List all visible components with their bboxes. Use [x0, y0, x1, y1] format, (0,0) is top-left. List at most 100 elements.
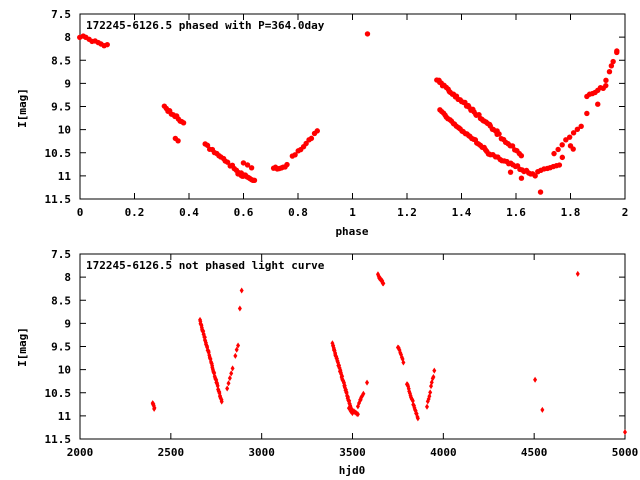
y-tick-label: 10.5: [45, 387, 72, 400]
y-tick-label: 8: [64, 31, 71, 44]
x-tick-label: 1: [349, 206, 356, 219]
data-point: [180, 120, 187, 126]
data-point: [623, 429, 627, 436]
x-tick-label: 0.8: [288, 206, 308, 219]
data-point: [219, 398, 224, 405]
data-points: [150, 270, 627, 436]
y-tick-label: 8.5: [51, 54, 71, 67]
data-point: [610, 58, 616, 65]
data-point: [230, 365, 235, 372]
data-point: [292, 152, 298, 158]
data-point: [361, 390, 366, 397]
y-tick-label: 10.5: [45, 147, 72, 160]
data-point: [574, 126, 581, 133]
x-tick-label: 1.2: [397, 206, 417, 219]
data-point: [237, 305, 242, 312]
data-points: [77, 31, 620, 195]
data-point: [365, 379, 370, 386]
y-axis-label: I[mag]: [16, 88, 29, 128]
y-tick-label: 11.5: [45, 193, 72, 206]
data-point: [608, 63, 615, 69]
data-point: [152, 404, 157, 411]
data-point: [424, 403, 429, 410]
data-point: [248, 165, 255, 171]
x-tick-label: 3500: [339, 446, 366, 459]
x-tick-label: 1.4: [452, 206, 472, 219]
unphased-light-curve-panel: 172245-6126.5 not phased light curve hjd…: [16, 248, 638, 477]
data-point: [226, 380, 231, 387]
data-point: [537, 189, 544, 195]
data-point: [415, 415, 420, 422]
data-point: [509, 143, 516, 149]
data-point: [555, 146, 561, 153]
y-tick-label: 11.5: [45, 433, 72, 446]
data-point: [603, 77, 609, 84]
x-tick-label: 5000: [612, 446, 639, 459]
data-point: [381, 280, 386, 287]
axis-ticks: 2000 2500 3000 3500 4000 4500 5000 7.5 8 8.5 9 9.5 1…: [45, 248, 639, 459]
x-tick-label: 0.4: [179, 206, 199, 219]
data-point: [575, 270, 580, 277]
data-point: [570, 146, 576, 152]
chart-title: 172245-6126.5 phased with P=364.0day: [86, 19, 325, 32]
y-tick-label: 10: [58, 124, 71, 137]
y-tick-label: 7.5: [51, 248, 71, 261]
y-tick-label: 7.5: [51, 8, 71, 21]
data-point: [532, 173, 538, 179]
y-tick-label: 9: [64, 317, 71, 330]
data-point: [355, 411, 360, 418]
data-point: [225, 385, 230, 392]
data-point: [244, 162, 251, 168]
data-point: [518, 175, 525, 181]
data-point: [595, 101, 601, 107]
data-point: [251, 177, 258, 184]
x-tick-label: 0.6: [234, 206, 254, 219]
data-point: [410, 397, 415, 404]
x-tick-label: 4000: [430, 446, 457, 459]
x-axis-label: phase: [335, 225, 368, 238]
data-point: [431, 374, 436, 381]
x-tick-label: 0.2: [125, 206, 145, 219]
x-tick-label: 0: [77, 206, 84, 219]
x-tick-label: 3000: [248, 446, 275, 459]
x-tick-label: 1.6: [506, 206, 526, 219]
x-tick-label: 2000: [67, 446, 94, 459]
data-point: [240, 160, 247, 166]
data-point: [428, 389, 433, 396]
y-tick-label: 10: [58, 364, 71, 377]
x-tick-label: 4500: [521, 446, 548, 459]
data-point: [559, 154, 566, 161]
y-tick-label: 8.5: [51, 294, 71, 307]
data-point: [570, 130, 577, 136]
y-tick-label: 8: [64, 271, 71, 284]
data-point: [518, 152, 525, 159]
data-point: [551, 150, 557, 157]
y-tick-label: 9.5: [51, 341, 71, 354]
y-tick-label: 9.5: [51, 101, 71, 114]
data-point: [233, 352, 238, 359]
data-point: [584, 110, 590, 117]
data-point: [614, 48, 620, 54]
data-point: [284, 161, 290, 168]
data-point: [507, 169, 514, 175]
data-point: [236, 342, 241, 349]
chart-title: 172245-6126.5 not phased light curve: [86, 259, 325, 272]
data-point: [540, 406, 545, 413]
data-point: [432, 367, 437, 374]
x-axis-label: hjd0: [339, 464, 366, 477]
data-point: [175, 138, 181, 144]
data-point: [314, 128, 320, 134]
data-point: [578, 123, 584, 130]
data-point: [533, 376, 538, 383]
y-tick-label: 11: [58, 170, 72, 183]
x-tick-label: 1.8: [561, 206, 581, 219]
x-tick-label: 2500: [158, 446, 185, 459]
y-tick-label: 11: [58, 410, 72, 423]
data-point: [239, 287, 244, 294]
data-point: [308, 135, 315, 142]
data-point: [364, 31, 371, 37]
data-point: [104, 41, 110, 48]
data-point: [303, 140, 309, 147]
data-point: [559, 142, 565, 148]
data-point: [563, 137, 569, 143]
